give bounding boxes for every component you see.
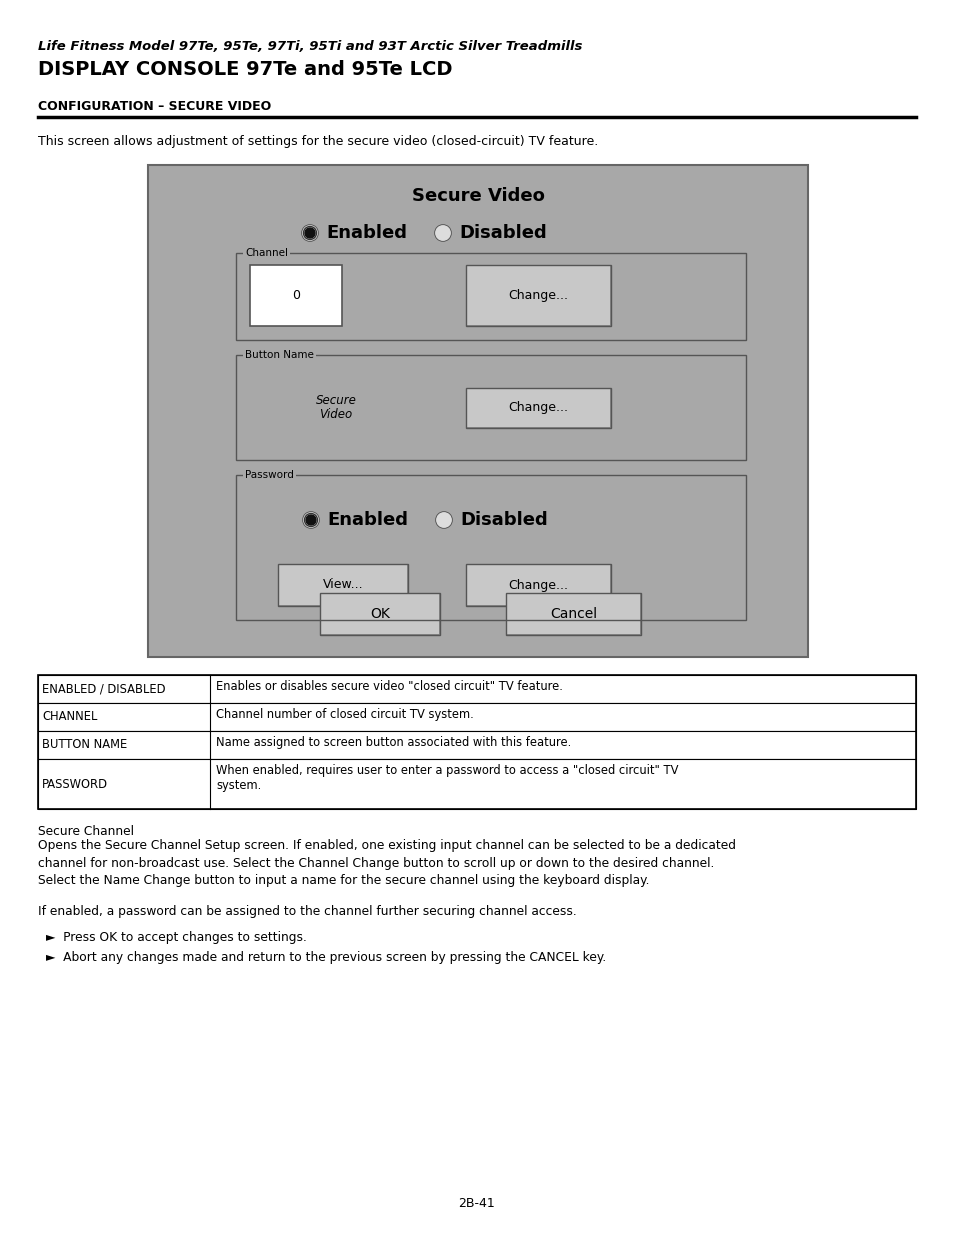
Text: Channel: Channel xyxy=(245,248,288,258)
Text: Disabled: Disabled xyxy=(458,224,546,242)
Bar xyxy=(319,593,438,634)
Bar xyxy=(465,564,610,606)
Text: ►  Abort any changes made and return to the previous screen by pressing the CANC: ► Abort any changes made and return to t… xyxy=(46,951,605,965)
Text: Password: Password xyxy=(245,471,294,480)
Text: View...: View... xyxy=(322,578,363,592)
Circle shape xyxy=(436,226,450,240)
Text: OK: OK xyxy=(370,606,390,621)
Text: Change...: Change... xyxy=(508,578,568,592)
Text: Opens the Secure Channel Setup screen. If enabled, one existing input channel ca: Opens the Secure Channel Setup screen. I… xyxy=(38,839,735,887)
Text: 2B-41: 2B-41 xyxy=(458,1197,495,1210)
Bar xyxy=(277,564,408,606)
Circle shape xyxy=(302,226,316,240)
Bar xyxy=(505,593,640,635)
Circle shape xyxy=(306,515,315,525)
Bar xyxy=(465,266,610,326)
Bar xyxy=(235,475,745,620)
Bar xyxy=(319,593,439,635)
Text: When enabled, requires user to enter a password to access a "closed circuit" TV
: When enabled, requires user to enter a p… xyxy=(215,764,678,792)
Bar xyxy=(38,703,915,731)
Text: Enabled: Enabled xyxy=(327,511,408,529)
Bar xyxy=(465,388,609,426)
Circle shape xyxy=(303,513,318,527)
Bar xyxy=(465,266,609,325)
Text: Enables or disables secure video "closed circuit" TV feature.: Enables or disables secure video "closed… xyxy=(215,680,562,693)
Text: Secure Video: Secure Video xyxy=(411,186,544,205)
Bar xyxy=(505,593,640,635)
Bar xyxy=(38,731,915,760)
Bar xyxy=(465,388,610,427)
Circle shape xyxy=(305,228,314,238)
Text: Cancel: Cancel xyxy=(549,606,597,621)
Text: This screen allows adjustment of settings for the secure video (closed-circuit) : This screen allows adjustment of setting… xyxy=(38,135,598,148)
Text: Secure
Video: Secure Video xyxy=(315,394,356,421)
Bar xyxy=(235,354,745,459)
Text: If enabled, a password can be assigned to the channel further securing channel a: If enabled, a password can be assigned t… xyxy=(38,905,577,918)
Bar xyxy=(277,564,407,605)
Text: Name assigned to screen button associated with this feature.: Name assigned to screen button associate… xyxy=(215,736,571,748)
Text: 0: 0 xyxy=(292,289,299,303)
Bar xyxy=(38,676,915,703)
Text: BUTTON NAME: BUTTON NAME xyxy=(42,739,127,752)
Text: PASSWORD: PASSWORD xyxy=(42,778,108,790)
Bar xyxy=(505,593,639,634)
Text: Disabled: Disabled xyxy=(459,511,547,529)
Text: ENABLED / DISABLED: ENABLED / DISABLED xyxy=(42,683,165,695)
Bar xyxy=(38,676,915,809)
Text: CONFIGURATION – SECURE VIDEO: CONFIGURATION – SECURE VIDEO xyxy=(38,100,271,112)
Circle shape xyxy=(436,513,451,527)
Text: Enabled: Enabled xyxy=(326,224,407,242)
Text: ►  Press OK to accept changes to settings.: ► Press OK to accept changes to settings… xyxy=(46,931,307,944)
Text: DISPLAY CONSOLE 97Te and 95Te LCD: DISPLAY CONSOLE 97Te and 95Te LCD xyxy=(38,61,452,79)
Bar xyxy=(465,388,610,427)
Text: Life Fitness Model 97Te, 95Te, 97Ti, 95Ti and 93T Arctic Silver Treadmills: Life Fitness Model 97Te, 95Te, 97Ti, 95T… xyxy=(38,40,581,53)
Bar xyxy=(465,266,610,326)
Bar xyxy=(465,564,610,606)
Text: Change...: Change... xyxy=(508,289,568,303)
Bar xyxy=(277,564,408,606)
Text: CHANNEL: CHANNEL xyxy=(42,710,97,724)
Bar xyxy=(465,564,609,605)
Bar xyxy=(250,266,341,326)
Bar xyxy=(148,165,807,657)
Bar xyxy=(235,253,745,340)
Bar xyxy=(38,760,915,809)
Bar xyxy=(319,593,439,635)
Text: Change...: Change... xyxy=(508,401,568,414)
Text: Channel number of closed circuit TV system.: Channel number of closed circuit TV syst… xyxy=(215,708,474,721)
Text: Button Name: Button Name xyxy=(245,350,314,359)
Text: Secure Channel: Secure Channel xyxy=(38,825,133,839)
